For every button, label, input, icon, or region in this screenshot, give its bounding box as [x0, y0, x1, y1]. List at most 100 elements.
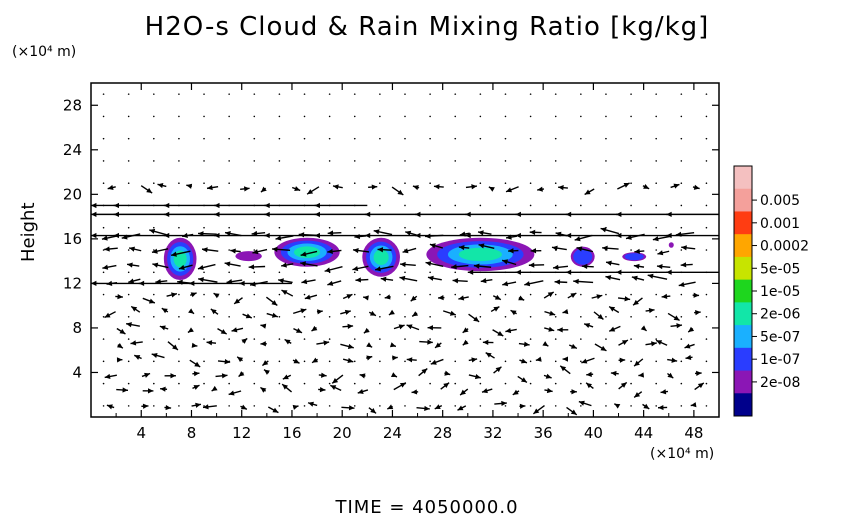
grid-dot [404, 204, 406, 207]
grid-dot [429, 405, 431, 407]
colorbar-label: 5e-07 [760, 329, 800, 345]
wind-arrow [142, 297, 156, 304]
wind-arrow [342, 323, 354, 329]
wind-jet-0-arrow [264, 202, 318, 209]
grid-dot [529, 360, 532, 363]
grid-dot [580, 182, 582, 184]
wind-jet-2-arrow [214, 232, 267, 239]
cloud-region-2-level-3 [293, 246, 321, 259]
wind-arrow [542, 341, 549, 347]
grid-dot [404, 93, 406, 95]
grid-dot [705, 226, 708, 229]
wind-arrow [116, 327, 126, 335]
grid-dot [303, 226, 306, 229]
grid-dot [203, 316, 205, 318]
wind-arrow [434, 342, 442, 349]
grid-dot [705, 249, 708, 251]
grid-dot [655, 93, 657, 95]
wind-arrow [411, 311, 419, 317]
wind-arrow [502, 281, 517, 287]
grid-dot [680, 115, 683, 118]
wind-arrow [332, 184, 343, 190]
wind-jet-1-arrow [91, 211, 117, 217]
grid-dot [328, 160, 331, 162]
wind-jet-2-arrow [666, 232, 719, 239]
wind-arrow [354, 233, 367, 240]
grid-dot [178, 226, 180, 229]
grid-dot [278, 360, 281, 363]
grid-dot [228, 182, 230, 184]
grid-dot [353, 182, 356, 184]
grid-dot [504, 293, 507, 296]
grid-dot [580, 338, 582, 340]
colorbar-swatch [734, 393, 752, 417]
grid-dot [605, 93, 607, 95]
wind-arrow [581, 263, 594, 270]
grid-dot [680, 137, 683, 140]
grid-dot [529, 316, 532, 318]
wind-arrow [429, 243, 444, 249]
wind-arrow [217, 359, 231, 365]
wind-arrow [324, 266, 343, 273]
wind-jet-1-arrow [264, 211, 318, 217]
grid-dot [705, 360, 708, 363]
wind-jet-2-arrow [113, 232, 167, 239]
grid-dot [454, 338, 457, 340]
grid-dot [705, 93, 708, 95]
grid-dot [253, 382, 256, 385]
grid-dot [529, 382, 532, 385]
wind-arrow [265, 296, 278, 307]
wind-arrow [427, 325, 442, 331]
grid-dot [228, 316, 230, 318]
grid-dot [454, 93, 457, 95]
colorbar-swatch [734, 370, 752, 394]
wind-arrow [130, 340, 143, 346]
wind-arrow [692, 292, 700, 298]
grid-dot [303, 93, 306, 95]
wind-arrow [213, 292, 220, 299]
wind-arrow [670, 323, 683, 329]
grid-dot [178, 405, 180, 407]
wind-arrow [562, 356, 569, 362]
grid-dot [504, 182, 507, 184]
grid-dot [454, 115, 457, 118]
wind-arrow [430, 358, 444, 365]
wind-arrow [419, 339, 433, 345]
wind-jet-4-arrow [138, 280, 192, 287]
wind-arrow [126, 262, 140, 268]
x-axis-unit-label: (×10⁴ m) [650, 446, 715, 462]
grid-dot [605, 160, 607, 162]
grid-dot [680, 182, 683, 184]
wind-arrow [490, 306, 500, 313]
grid-dot [278, 182, 281, 184]
grid-dot [605, 405, 607, 407]
grid-dot [429, 115, 431, 118]
colorbar-label: 1e-07 [760, 352, 800, 368]
wind-arrow [298, 232, 318, 238]
wind-jet-4-arrow [188, 280, 242, 287]
wind-arrow [373, 229, 393, 236]
wind-arrow [191, 342, 198, 348]
grid-dot [529, 226, 532, 229]
grid-dot [228, 338, 230, 340]
grid-dot [705, 382, 708, 385]
wind-arrow [292, 358, 300, 364]
colorbar-swatch [734, 302, 752, 326]
grid-dot [127, 360, 130, 363]
grid-dot [127, 115, 130, 118]
grid-dot [580, 316, 582, 318]
grid-dot [253, 293, 256, 296]
wind-arrow [231, 327, 244, 333]
wind-arrow [363, 327, 370, 334]
grid-dot [655, 226, 657, 229]
wind-arrow [405, 230, 417, 236]
grid-dot [353, 405, 356, 407]
wind-arrow [537, 186, 545, 192]
wind-arrow [400, 261, 416, 268]
grid-dot [504, 115, 507, 118]
grid-dot [303, 405, 306, 407]
wind-arrow [594, 343, 607, 352]
grid-dot [303, 182, 306, 184]
wind-arrow [140, 185, 153, 194]
grid-dot [127, 249, 130, 251]
